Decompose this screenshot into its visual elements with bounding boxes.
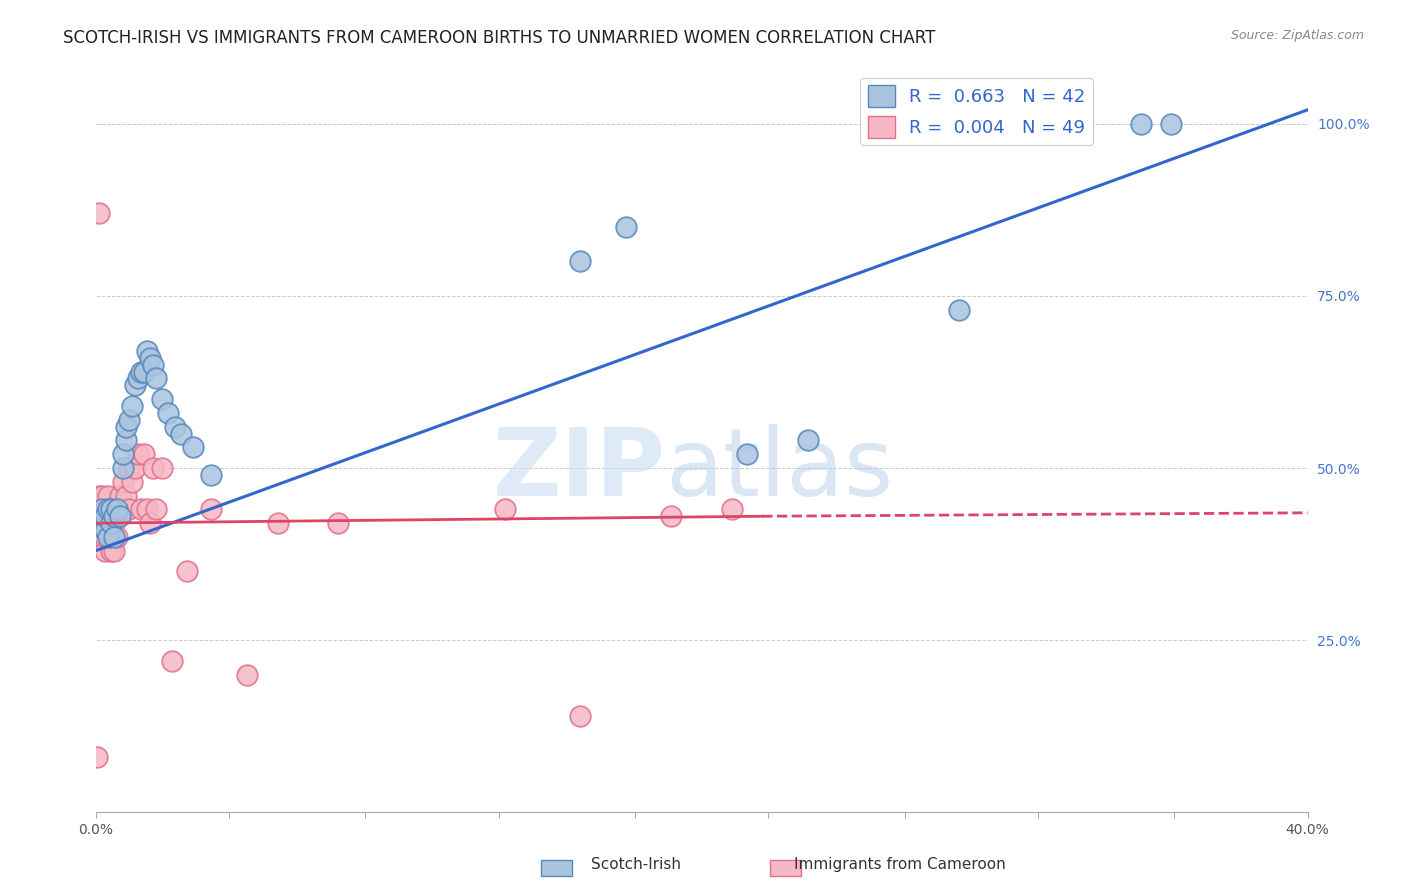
Point bbox=[90, 509, 112, 524]
Point bbox=[169, 426, 191, 441]
Point bbox=[115, 434, 138, 448]
Point bbox=[266, 516, 288, 530]
Point bbox=[124, 461, 146, 475]
Point bbox=[157, 406, 180, 420]
Point bbox=[105, 502, 128, 516]
Point bbox=[112, 447, 135, 461]
Point bbox=[115, 502, 138, 516]
Point bbox=[97, 489, 120, 503]
Point bbox=[796, 434, 818, 448]
Point bbox=[100, 543, 122, 558]
Point bbox=[108, 489, 131, 503]
Point bbox=[87, 502, 110, 516]
Point bbox=[105, 530, 128, 544]
Point bbox=[87, 206, 110, 220]
Legend: R =  0.663   N = 42, R =  0.004   N = 49: R = 0.663 N = 42, R = 0.004 N = 49 bbox=[860, 78, 1092, 145]
Point bbox=[1160, 117, 1182, 131]
Text: Scotch-Irish: Scotch-Irish bbox=[591, 857, 681, 872]
Point bbox=[97, 502, 120, 516]
Point bbox=[100, 516, 122, 530]
Point bbox=[97, 516, 120, 530]
Point bbox=[569, 254, 592, 268]
Point bbox=[100, 502, 122, 516]
Point bbox=[112, 502, 135, 516]
Point bbox=[494, 502, 516, 516]
Point bbox=[94, 509, 117, 524]
Point bbox=[181, 441, 204, 455]
Point bbox=[90, 516, 112, 530]
Point bbox=[94, 523, 117, 537]
Point bbox=[100, 530, 122, 544]
Point bbox=[721, 502, 744, 516]
Point bbox=[108, 502, 131, 516]
Point bbox=[145, 371, 167, 385]
Point bbox=[124, 378, 146, 392]
Point bbox=[176, 565, 198, 579]
Text: Source: ZipAtlas.com: Source: ZipAtlas.com bbox=[1230, 29, 1364, 42]
Point bbox=[145, 502, 167, 516]
Point bbox=[100, 502, 122, 516]
Point bbox=[136, 502, 159, 516]
Point bbox=[1024, 123, 1046, 137]
Point bbox=[134, 365, 156, 379]
Point bbox=[948, 302, 970, 317]
Point bbox=[86, 750, 108, 764]
Point bbox=[118, 461, 141, 475]
Point bbox=[127, 371, 149, 385]
Point bbox=[326, 516, 349, 530]
Point bbox=[142, 358, 165, 372]
Point bbox=[105, 502, 128, 516]
Point bbox=[90, 489, 112, 503]
Point bbox=[87, 489, 110, 503]
Point bbox=[103, 530, 125, 544]
Point bbox=[90, 530, 112, 544]
Point bbox=[103, 516, 125, 530]
Point bbox=[121, 399, 143, 413]
Point bbox=[152, 392, 174, 406]
Point bbox=[129, 365, 152, 379]
Point bbox=[160, 654, 183, 668]
Point bbox=[103, 509, 125, 524]
Point bbox=[90, 502, 112, 516]
Point bbox=[112, 461, 135, 475]
Text: SCOTCH-IRISH VS IMMIGRANTS FROM CAMEROON BIRTHS TO UNMARRIED WOMEN CORRELATION C: SCOTCH-IRISH VS IMMIGRANTS FROM CAMEROON… bbox=[63, 29, 935, 46]
Point bbox=[87, 516, 110, 530]
Text: ZIP: ZIP bbox=[492, 425, 665, 516]
Point bbox=[97, 530, 120, 544]
Point bbox=[142, 461, 165, 475]
Point bbox=[115, 419, 138, 434]
Point bbox=[200, 467, 222, 482]
Point bbox=[103, 543, 125, 558]
Point bbox=[112, 475, 135, 489]
Point bbox=[87, 516, 110, 530]
Point bbox=[1069, 123, 1091, 137]
Point bbox=[94, 530, 117, 544]
Point bbox=[1129, 117, 1152, 131]
Point bbox=[236, 667, 259, 681]
Point bbox=[735, 447, 758, 461]
Text: atlas: atlas bbox=[665, 425, 894, 516]
Point bbox=[569, 709, 592, 723]
Point bbox=[115, 489, 138, 503]
Point bbox=[90, 509, 112, 524]
Point bbox=[139, 516, 162, 530]
Point bbox=[136, 343, 159, 358]
Point bbox=[661, 509, 683, 524]
Text: Immigrants from Cameroon: Immigrants from Cameroon bbox=[794, 857, 1007, 872]
Point bbox=[127, 447, 149, 461]
Point bbox=[152, 461, 174, 475]
Point bbox=[139, 351, 162, 365]
Point bbox=[118, 502, 141, 516]
Point bbox=[134, 447, 156, 461]
Point bbox=[200, 502, 222, 516]
Point bbox=[121, 475, 143, 489]
Point bbox=[94, 543, 117, 558]
Point bbox=[614, 219, 637, 234]
Point bbox=[94, 509, 117, 524]
Point bbox=[118, 413, 141, 427]
Point bbox=[129, 502, 152, 516]
Point bbox=[163, 419, 186, 434]
Point bbox=[108, 509, 131, 524]
